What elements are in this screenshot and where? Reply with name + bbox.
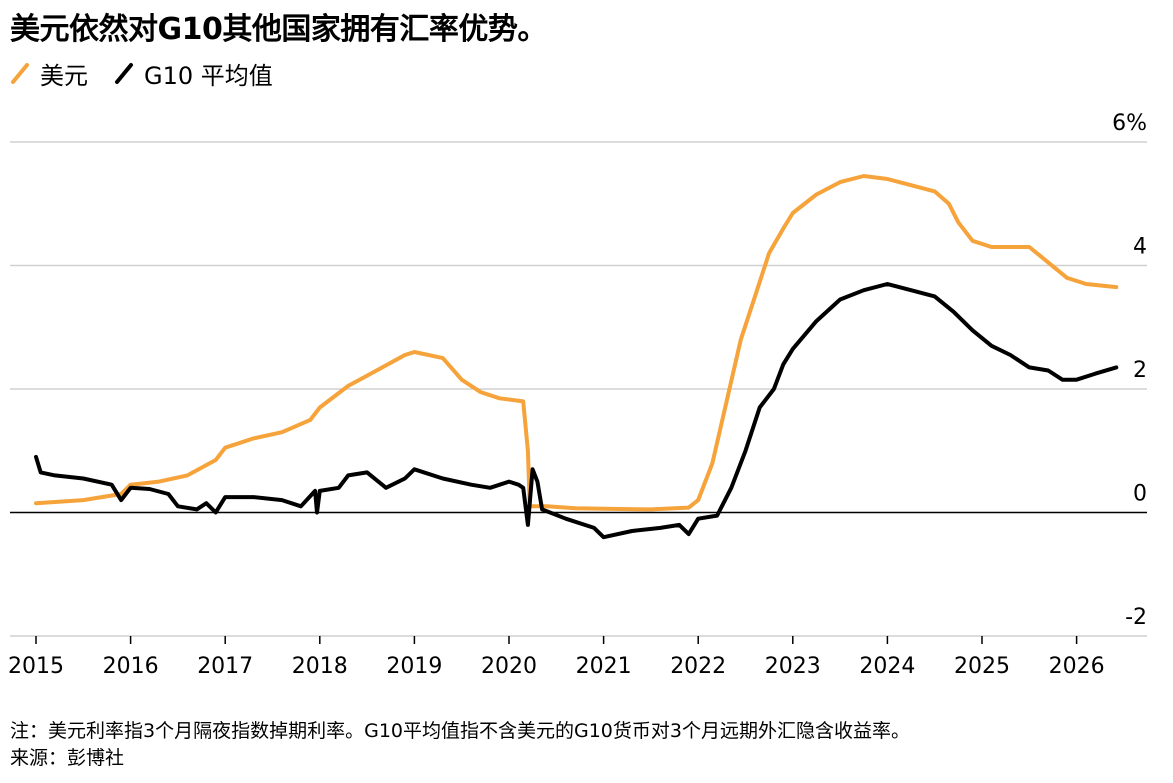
legend-label-usd: 美元 — [40, 61, 88, 90]
x-tick-label: 2021 — [576, 654, 632, 679]
x-tick-label: 2026 — [1049, 654, 1105, 679]
chart-legend: 美元 G10 平均值 — [10, 56, 299, 90]
legend-swatch-usd — [10, 61, 30, 85]
legend-item-usd: 美元 — [10, 56, 88, 91]
x-tick-label: 2024 — [859, 654, 915, 679]
chart-footnote: 注：美元利率指3个月隔夜指数掉期利率。G10平均值指不含美元的G10货币对3个月… — [10, 718, 910, 772]
y-tick-label: 2 — [1133, 358, 1147, 383]
x-tick-label: 2019 — [386, 654, 442, 679]
series-line-usd — [34, 174, 1119, 512]
x-tick-label: 2022 — [670, 654, 726, 679]
y-tick-label: -2 — [1125, 605, 1147, 630]
x-tick-label: 2017 — [197, 654, 253, 679]
legend-item-g10: G10 平均值 — [114, 56, 273, 91]
x-tick-label: 2016 — [103, 654, 159, 679]
x-tick-label: 2018 — [292, 654, 348, 679]
x-tick-label: 2025 — [954, 654, 1010, 679]
y-tick-label: 0 — [1133, 482, 1147, 507]
footnote-note: 注：美元利率指3个月隔夜指数掉期利率。G10平均值指不含美元的G10货币对3个月… — [10, 720, 910, 742]
x-tick-label: 2015 — [8, 654, 64, 679]
legend-swatch-g10 — [114, 61, 134, 85]
legend-label-g10: G10 平均值 — [144, 61, 273, 90]
y-tick-label: 6% — [1112, 111, 1147, 136]
series-line-g10 — [34, 282, 1119, 540]
y-tick-label: 4 — [1133, 235, 1147, 260]
footnote-source: 来源：彭博社 — [10, 747, 125, 769]
x-tick-label: 2020 — [481, 654, 537, 679]
chart-title: 美元依然对G10其他国家拥有汇率优势。 — [10, 12, 547, 47]
x-tick-label: 2023 — [765, 654, 821, 679]
